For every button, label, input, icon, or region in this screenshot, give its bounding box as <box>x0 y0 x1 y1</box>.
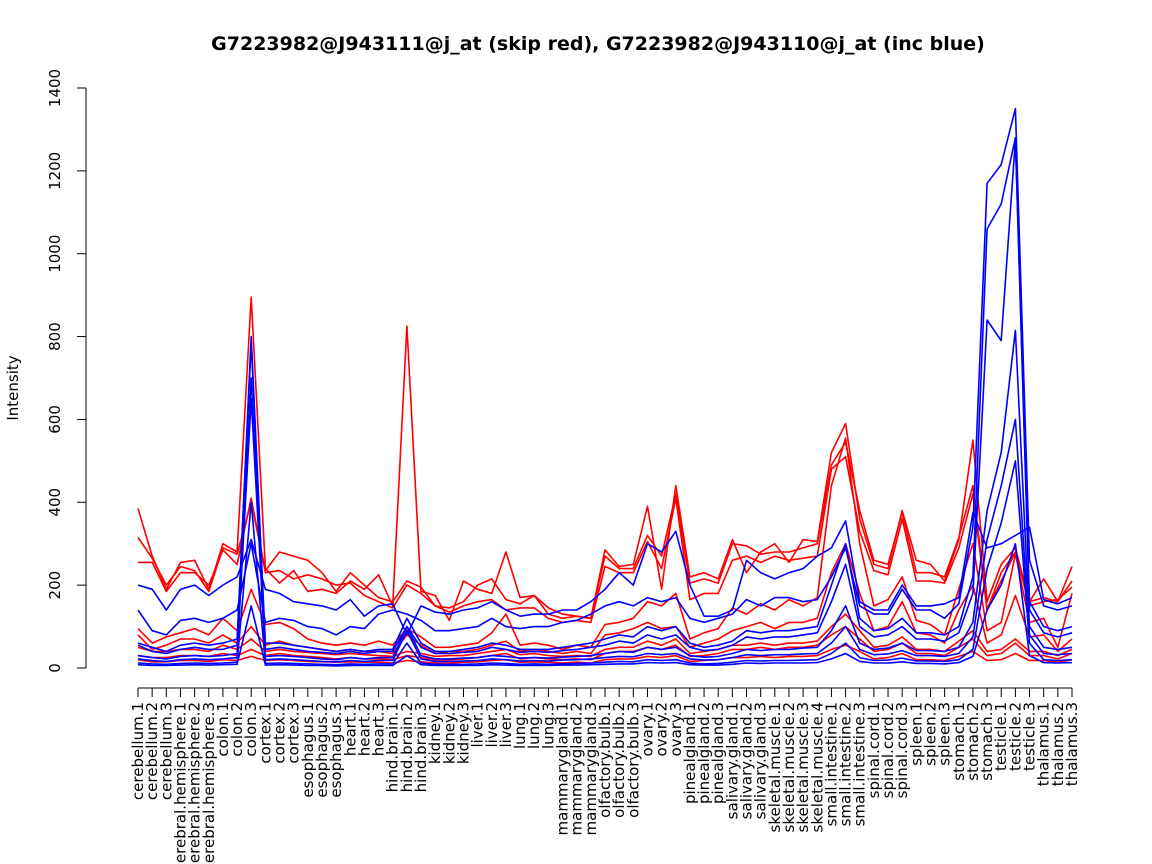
series-line-inc-13 <box>137 329 1073 661</box>
x-tick-label: hind.brain.1 <box>384 702 402 792</box>
x-tick-label: spleen.1 <box>907 702 925 766</box>
series-layer <box>137 107 1073 667</box>
x-tick-label: olfactory.bulb.1 <box>596 702 614 818</box>
x-tick-label: thalamus.1 <box>1035 702 1053 786</box>
series-line-skip-4 <box>137 437 1073 651</box>
series-line-skip-2 <box>137 441 1073 620</box>
x-tick-label: liver.1 <box>469 702 487 748</box>
x-tick-label: salivary.gland.3 <box>752 702 770 819</box>
x-tick-label: colon.1 <box>214 702 232 757</box>
x-tick-label: olfactory.bulb.3 <box>624 702 642 818</box>
x-tick-label: testicle.3 <box>1021 702 1039 771</box>
x-tick-label: esophagus.1 <box>299 702 317 798</box>
x-tick-label: skeletal.muscle.2 <box>780 702 798 833</box>
x-tick-label: ovary.3 <box>667 702 685 756</box>
x-tick-label: stomach.1 <box>950 702 968 781</box>
series-line-inc-9 <box>137 511 1073 636</box>
x-tick-label: hind.brain.2 <box>398 702 416 792</box>
x-tick-label: cerebellum.2 <box>143 702 161 800</box>
x-tick-label: cerebral.hemisphere.2 <box>186 702 204 864</box>
x-tick-label: hind.brain.3 <box>412 702 430 792</box>
x-tick-label: spleen.2 <box>921 702 939 766</box>
x-axis: cerebellum.1cerebellum.2cerebellum.3cere… <box>129 687 1081 864</box>
x-tick-label: ovary.2 <box>653 702 671 756</box>
x-tick-label: cerebellum.3 <box>157 702 175 800</box>
y-tick-label: 1200 <box>46 152 64 190</box>
series-line-inc-14 <box>137 377 1073 663</box>
x-tick-label: ovary.1 <box>638 702 656 756</box>
y-tick-label: 400 <box>46 488 64 517</box>
y-tick-label: 600 <box>46 405 64 434</box>
x-tick-label: skeletal.muscle.1 <box>766 702 784 833</box>
x-tick-label: testicle.2 <box>1006 702 1024 771</box>
x-tick-label: colon.2 <box>228 702 246 757</box>
x-tick-label: stomach.3 <box>978 702 996 781</box>
x-tick-label: spinal.cord.3 <box>893 702 911 798</box>
x-tick-label: kidney.3 <box>454 702 472 764</box>
x-tick-label: spinal.cord.2 <box>879 702 897 798</box>
y-tick-label: 0 <box>46 663 64 673</box>
x-tick-label: salivary.gland.2 <box>738 702 756 819</box>
series-line-inc-12 <box>137 139 1073 655</box>
x-tick-label: cortex.3 <box>285 702 303 764</box>
x-tick-label: spleen.3 <box>936 702 954 766</box>
chart-title: G7223982@J943111@j_at (skip red), G72239… <box>211 33 985 55</box>
x-tick-label: lung.1 <box>511 702 529 749</box>
x-tick-label: kidney.2 <box>440 702 458 764</box>
x-tick-label: small.intestine.3 <box>851 702 869 826</box>
x-tick-label: kidney.1 <box>426 702 444 764</box>
y-tick-label: 800 <box>46 322 64 351</box>
x-tick-label: salivary.gland.1 <box>723 702 741 819</box>
x-tick-label: mammarygland.1 <box>554 702 572 835</box>
series-line-skip-7 <box>137 613 1073 658</box>
x-tick-label: heart.1 <box>341 702 359 756</box>
x-tick-label: spinal.cord.1 <box>865 702 883 798</box>
x-tick-label: heart.2 <box>355 702 373 756</box>
x-tick-label: mammarygland.2 <box>568 702 586 835</box>
x-tick-label: pinealgland.2 <box>695 702 713 804</box>
x-tick-label: pinealgland.3 <box>709 702 727 804</box>
x-tick-label: small.intestine.2 <box>837 702 855 826</box>
x-tick-label: cortex.1 <box>256 702 274 764</box>
y-axis: 0 200 400 600 800 1000 1200 1400 <box>46 69 87 673</box>
series-line-inc-11 <box>137 136 1073 653</box>
x-tick-label: esophagus.2 <box>313 702 331 798</box>
x-tick-label: cortex.2 <box>271 702 289 764</box>
series-line-inc-15 <box>137 460 1073 666</box>
x-tick-label: cerebral.hemisphere.1 <box>171 702 189 864</box>
x-tick-label: cerebral.hemisphere.3 <box>200 702 218 864</box>
x-tick-label: olfactory.bulb.2 <box>610 702 628 818</box>
x-tick-label: skeletal.muscle.3 <box>794 702 812 833</box>
y-tick-label: 1000 <box>46 235 64 273</box>
x-tick-label: pinealgland.1 <box>681 702 699 804</box>
x-tick-label: thalamus.3 <box>1063 702 1081 786</box>
x-tick-label: stomach.2 <box>964 702 982 781</box>
series-line-skip-1 <box>137 296 1073 622</box>
x-tick-label: lung.3 <box>539 702 557 749</box>
x-tick-label: small.intestine.1 <box>822 702 840 826</box>
y-axis-label: Intensity <box>4 355 22 420</box>
x-tick-label: testicle.1 <box>992 702 1010 771</box>
x-tick-label: colon.3 <box>242 702 260 757</box>
series-line-inc-10 <box>137 107 1073 636</box>
y-tick-label: 1400 <box>46 69 64 107</box>
x-tick-label: esophagus.3 <box>327 702 345 798</box>
series-line-skip-3 <box>138 455 1073 624</box>
x-tick-label: liver.3 <box>497 702 515 748</box>
x-tick-label: lung.2 <box>525 702 543 749</box>
series-line-inc-16 <box>137 542 1073 667</box>
x-tick-label: thalamus.2 <box>1049 702 1067 786</box>
x-tick-label: cerebellum.1 <box>129 702 147 800</box>
x-tick-label: skeletal.muscle.4 <box>808 702 826 833</box>
y-tick-label: 200 <box>46 571 64 600</box>
x-tick-label: mammarygland.3 <box>582 702 600 835</box>
x-tick-label: liver.2 <box>483 702 501 748</box>
x-tick-label: heart.3 <box>370 702 388 756</box>
